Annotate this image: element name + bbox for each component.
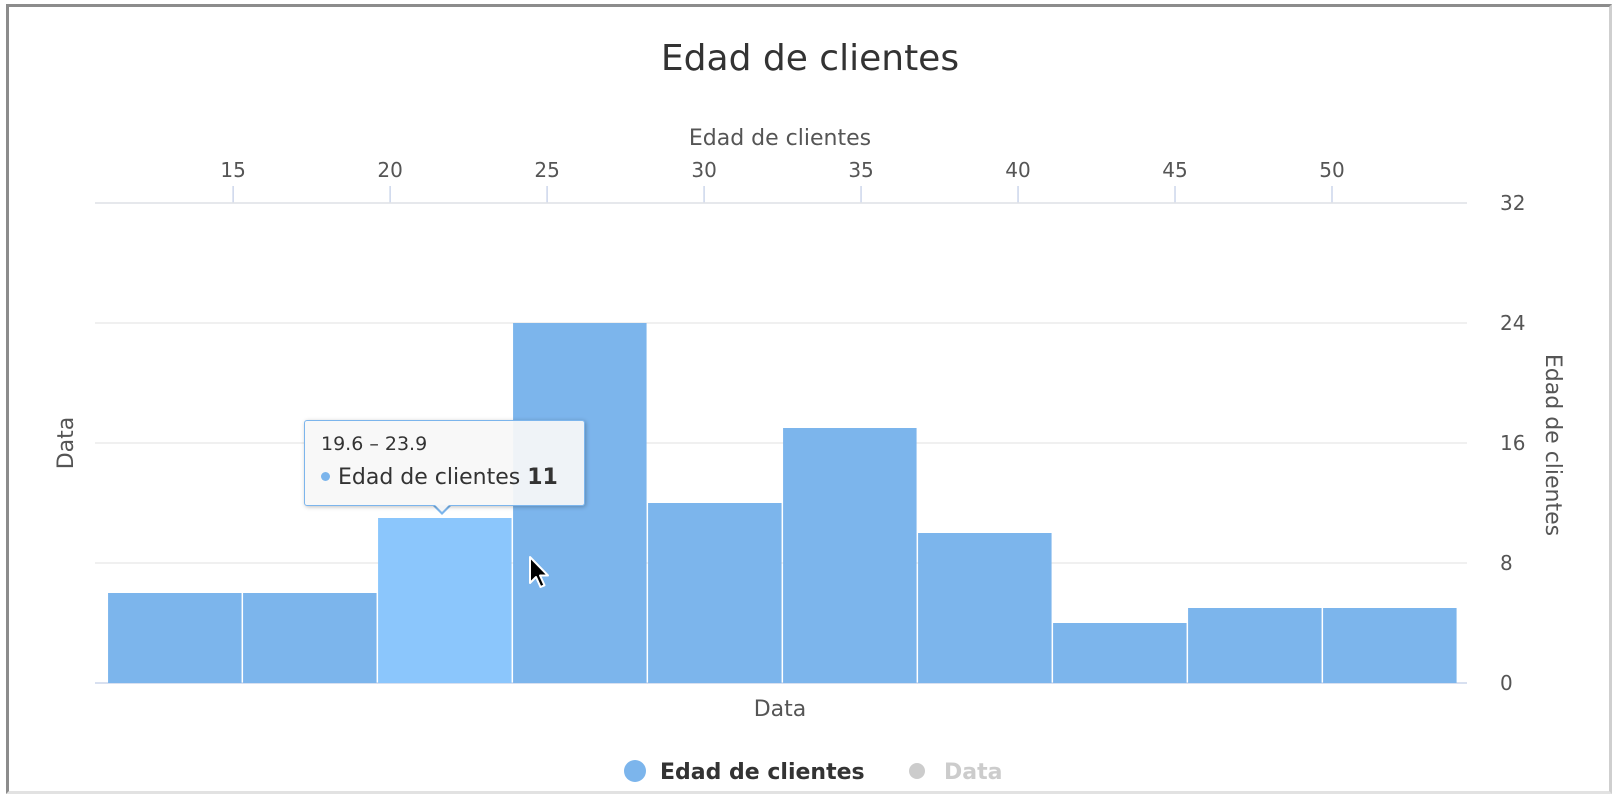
top-axis-tick-label: 40 <box>1005 158 1030 182</box>
right-axis-tick-label: 24 <box>1500 311 1525 335</box>
legend: Edad de clientes Data <box>624 760 1002 785</box>
bottom-axis-title: Data <box>754 697 807 722</box>
histogram-bar <box>108 593 242 683</box>
top-axis-tick-label: 45 <box>1162 158 1187 182</box>
mouse-cursor-icon <box>529 556 549 588</box>
legend-label: Data <box>944 760 1002 785</box>
top-axis-tick-label: 15 <box>220 158 245 182</box>
tooltip-row: Edad de clientes 11 <box>321 465 558 490</box>
legend-label: Edad de clientes <box>660 760 865 785</box>
top-axis-tick-label: 30 <box>691 158 716 182</box>
right-axis-tick-label: 0 <box>1500 671 1513 695</box>
histogram-bar <box>243 593 377 683</box>
histogram-bar <box>918 533 1052 683</box>
tooltip-series-name: Edad de clientes <box>338 465 521 490</box>
chart-title: Edad de clientes <box>661 38 959 79</box>
right-axis-tick-label: 8 <box>1500 551 1513 575</box>
tooltip-pointer-fill <box>434 504 450 512</box>
top-axis-tick-label: 35 <box>848 158 873 182</box>
legend-item-edad-de-clientes[interactable]: Edad de clientes <box>624 760 865 785</box>
histogram-bar <box>1323 608 1457 683</box>
histogram-bar <box>1188 608 1322 683</box>
right-axis-tick-label: 32 <box>1500 191 1525 215</box>
left-axis-title: Data <box>54 417 79 470</box>
top-axis-tick-label: 25 <box>534 158 559 182</box>
histogram-bar <box>648 503 782 683</box>
histogram-bar <box>378 518 512 683</box>
legend-marker <box>909 763 925 779</box>
tooltip-header: 19.6 – 23.9 <box>321 433 428 455</box>
top-x-axis: 15 20 25 30 35 40 45 50 <box>95 158 1467 204</box>
right-axis-tick-label: 16 <box>1500 431 1525 455</box>
tooltip-series-dot <box>321 471 330 481</box>
right-y-axis: 0 8 16 24 32 <box>1500 191 1525 695</box>
top-axis-title: Edad de clientes <box>689 126 871 151</box>
legend-item-data[interactable]: Data <box>909 760 1002 785</box>
tooltip: 19.6 – 23.9 Edad de clientes 11 <box>304 420 585 506</box>
top-axis-tick-label: 20 <box>377 158 402 182</box>
tooltip-value: 11 <box>527 465 558 490</box>
histogram-bar <box>783 428 917 683</box>
legend-marker <box>624 760 646 782</box>
histogram-bar <box>1053 623 1187 683</box>
top-axis-tick-label: 50 <box>1319 158 1344 182</box>
right-axis-title: Edad de clientes <box>1540 354 1565 536</box>
